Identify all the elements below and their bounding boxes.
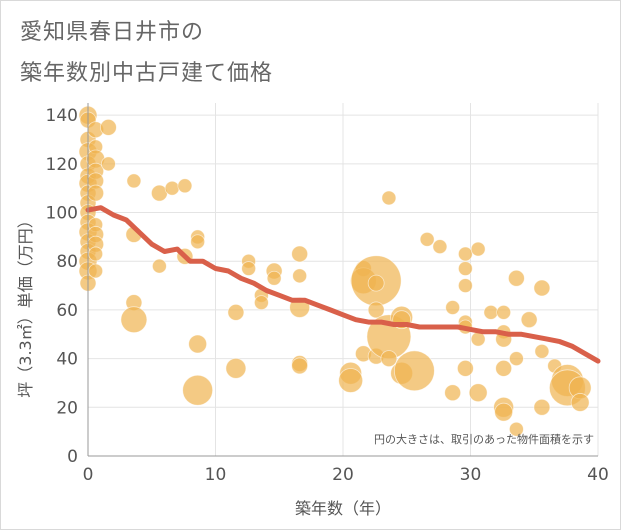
x-tick-labels: 0 10 20 30 40 — [83, 465, 609, 485]
data-point — [456, 359, 474, 377]
data-point — [419, 231, 435, 247]
y-tick-label: 100 — [46, 204, 78, 224]
data-point — [496, 304, 512, 320]
data-point — [100, 118, 117, 136]
data-point — [457, 278, 473, 293]
data-point — [182, 374, 214, 406]
data-point — [533, 398, 551, 416]
data-point — [380, 350, 398, 368]
bubble-layer — [78, 105, 592, 437]
trend-line — [85, 205, 601, 364]
y-tick-label: 20 — [56, 398, 78, 418]
x-tick-label: 40 — [587, 465, 609, 485]
data-point — [381, 190, 397, 206]
data-point — [151, 258, 167, 274]
data-point — [508, 269, 525, 287]
x-tick-label: 30 — [460, 465, 482, 485]
y-tick-label: 120 — [46, 155, 78, 175]
data-point — [266, 270, 282, 286]
data-point — [457, 246, 473, 262]
data-point — [367, 274, 385, 292]
data-point — [494, 402, 514, 422]
data-point — [120, 306, 148, 334]
data-point — [292, 268, 308, 284]
x-tick-label: 0 — [83, 465, 94, 485]
data-point — [101, 156, 116, 172]
x-tick-label: 20 — [332, 465, 354, 485]
data-point — [338, 368, 364, 393]
y-tick-labels: 0 20 40 60 80 100 120 140 — [46, 106, 78, 467]
data-point — [88, 246, 104, 262]
y-tick-label: 40 — [56, 350, 78, 370]
data-point — [483, 304, 499, 320]
data-point — [495, 359, 513, 377]
data-point — [457, 261, 473, 276]
data-point — [444, 384, 462, 402]
data-point — [432, 239, 448, 255]
size-annotation: 円の大きさは、取引のあった物件面積を示す — [374, 432, 594, 446]
data-point — [367, 301, 385, 319]
data-point — [445, 300, 461, 315]
data-point — [241, 261, 257, 276]
data-point — [291, 357, 309, 375]
y-tick-label: 0 — [67, 447, 78, 467]
data-point — [393, 350, 435, 392]
x-tick-label: 10 — [205, 465, 227, 485]
data-point — [291, 245, 309, 263]
data-point — [164, 180, 180, 196]
data-point — [509, 351, 524, 367]
y-tick-label: 60 — [56, 301, 78, 321]
data-point — [468, 383, 488, 403]
data-point — [534, 343, 550, 359]
x-axis-label: 築年数（年） — [295, 499, 391, 518]
data-point — [533, 279, 551, 297]
y-axis-label: 坪（3.3㎡）単価（万円） — [16, 212, 35, 397]
y-tick-label: 80 — [56, 252, 78, 272]
data-point — [509, 421, 524, 437]
data-point — [188, 334, 208, 354]
data-point — [88, 263, 104, 279]
data-point — [190, 234, 206, 250]
chart-subtitle: 築年数別中古戸建て価格 — [20, 61, 274, 86]
data-point — [87, 184, 105, 202]
y-tick-label: 140 — [46, 106, 78, 126]
data-point — [470, 241, 486, 257]
data-point — [227, 303, 245, 321]
data-point — [177, 178, 193, 194]
data-point — [126, 173, 142, 189]
chart-title: 愛知県春日井市の — [20, 20, 205, 45]
data-point — [225, 357, 247, 379]
data-point — [570, 393, 590, 412]
data-point — [253, 295, 269, 311]
data-point — [520, 311, 538, 329]
